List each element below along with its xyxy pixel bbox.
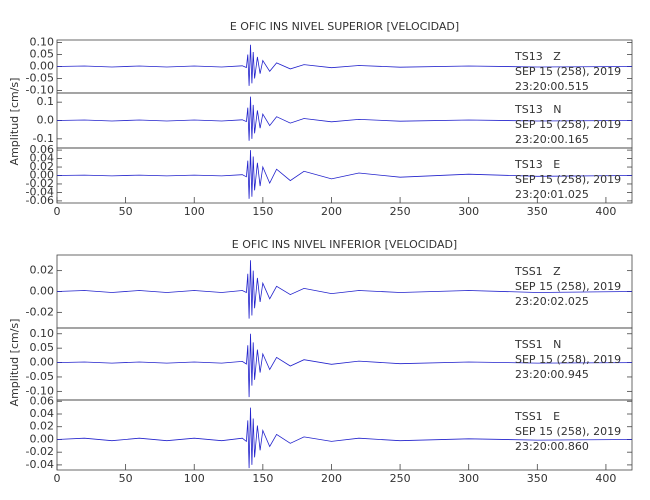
x-tick-label: 350 [527, 472, 548, 485]
waveform [56, 260, 633, 319]
station-label: TSS1 Z [514, 265, 561, 278]
panel-frame [56, 399, 633, 471]
waveform [56, 333, 633, 398]
y-tick-label: 0.04 [30, 407, 55, 420]
y-tick-label: -0.02 [26, 305, 54, 318]
y-tick-label: 0.00 [30, 356, 55, 369]
x-tick-label: 150 [252, 205, 273, 218]
y-tick-label: 0.10 [30, 35, 55, 48]
y-tick-label: 0.05 [30, 341, 55, 354]
y-axis-label: Amplitud [cm/s] [8, 319, 21, 407]
date-label: SEP 15 (258), 2019 [515, 118, 621, 131]
station-label: TSS1 N [514, 338, 561, 351]
date-label: SEP 15 (258), 2019 [515, 173, 621, 186]
x-tick-label: 400 [595, 205, 616, 218]
time-label: 23:20:00.945 [515, 368, 589, 381]
y-tick-label: 0.1 [37, 95, 55, 108]
x-tick-label: 0 [54, 205, 61, 218]
y-tick-label: -0.05 [26, 370, 54, 383]
y-tick-label: 0.06 [30, 143, 55, 156]
waveform [56, 44, 633, 86]
station-label: TS13 E [514, 158, 560, 171]
y-tick-label: 0.00 [30, 60, 55, 73]
x-tick-label: 300 [458, 205, 479, 218]
y-axis-label: Amplitud [cm/s] [8, 78, 21, 166]
y-tick-label: 0.02 [30, 160, 55, 173]
y-tick-label: -0.04 [26, 185, 54, 198]
waveform [56, 96, 633, 141]
y-tick-label: 0.02 [30, 264, 55, 277]
y-tick-label: 0.06 [30, 394, 55, 407]
y-tick-label: -0.04 [26, 458, 54, 471]
y-tick-label: 0.02 [30, 420, 55, 433]
waveform [56, 407, 633, 469]
chart-title: E OFIC INS NIVEL SUPERIOR [VELOCIDAD] [230, 20, 459, 33]
y-tick-label: 0.0 [37, 114, 55, 127]
y-tick-label: 0.04 [30, 152, 55, 165]
station-label: TS13 Z [514, 50, 561, 63]
y-tick-label: 0.00 [30, 169, 55, 182]
x-tick-label: 0 [54, 472, 61, 485]
y-tick-label: -0.10 [26, 84, 54, 97]
x-tick-label: 250 [390, 205, 411, 218]
y-tick-label: 0.10 [30, 327, 55, 340]
x-tick-label: 350 [527, 205, 548, 218]
chart-title: E OFIC INS NIVEL INFERIOR [VELOCIDAD] [232, 238, 457, 251]
x-tick-label: 200 [321, 472, 342, 485]
time-label: 23:20:00.515 [515, 80, 589, 93]
date-label: SEP 15 (258), 2019 [515, 65, 621, 78]
time-label: 23:20:00.860 [515, 440, 589, 453]
x-tick-label: 50 [119, 205, 133, 218]
time-label: 23:20:00.165 [515, 133, 589, 146]
station-label: TSS1 E [514, 410, 560, 423]
y-tick-label: 0.00 [30, 432, 55, 445]
x-tick-label: 300 [458, 472, 479, 485]
y-tick-label: 0.05 [30, 47, 55, 60]
waveform [56, 150, 633, 199]
y-tick-label: -0.02 [26, 177, 54, 190]
x-tick-label: 150 [252, 472, 273, 485]
y-tick-label: 0.00 [30, 285, 55, 298]
date-label: SEP 15 (258), 2019 [515, 425, 621, 438]
x-tick-label: 100 [184, 472, 205, 485]
x-tick-label: 400 [595, 472, 616, 485]
x-tick-label: 100 [184, 205, 205, 218]
time-label: 23:20:02.025 [515, 295, 589, 308]
y-tick-label: -0.02 [26, 445, 54, 458]
x-tick-label: 250 [390, 472, 411, 485]
x-tick-label: 200 [321, 205, 342, 218]
y-tick-label: -0.05 [26, 72, 54, 85]
y-tick-label: -0.06 [26, 194, 54, 207]
y-tick-label: -0.10 [26, 384, 54, 397]
station-label: TS13 N [514, 103, 561, 116]
date-label: SEP 15 (258), 2019 [515, 353, 621, 366]
x-tick-label: 50 [119, 472, 133, 485]
y-tick-label: -0.1 [33, 132, 54, 145]
date-label: SEP 15 (258), 2019 [515, 280, 621, 293]
time-label: 23:20:01.025 [515, 188, 589, 201]
